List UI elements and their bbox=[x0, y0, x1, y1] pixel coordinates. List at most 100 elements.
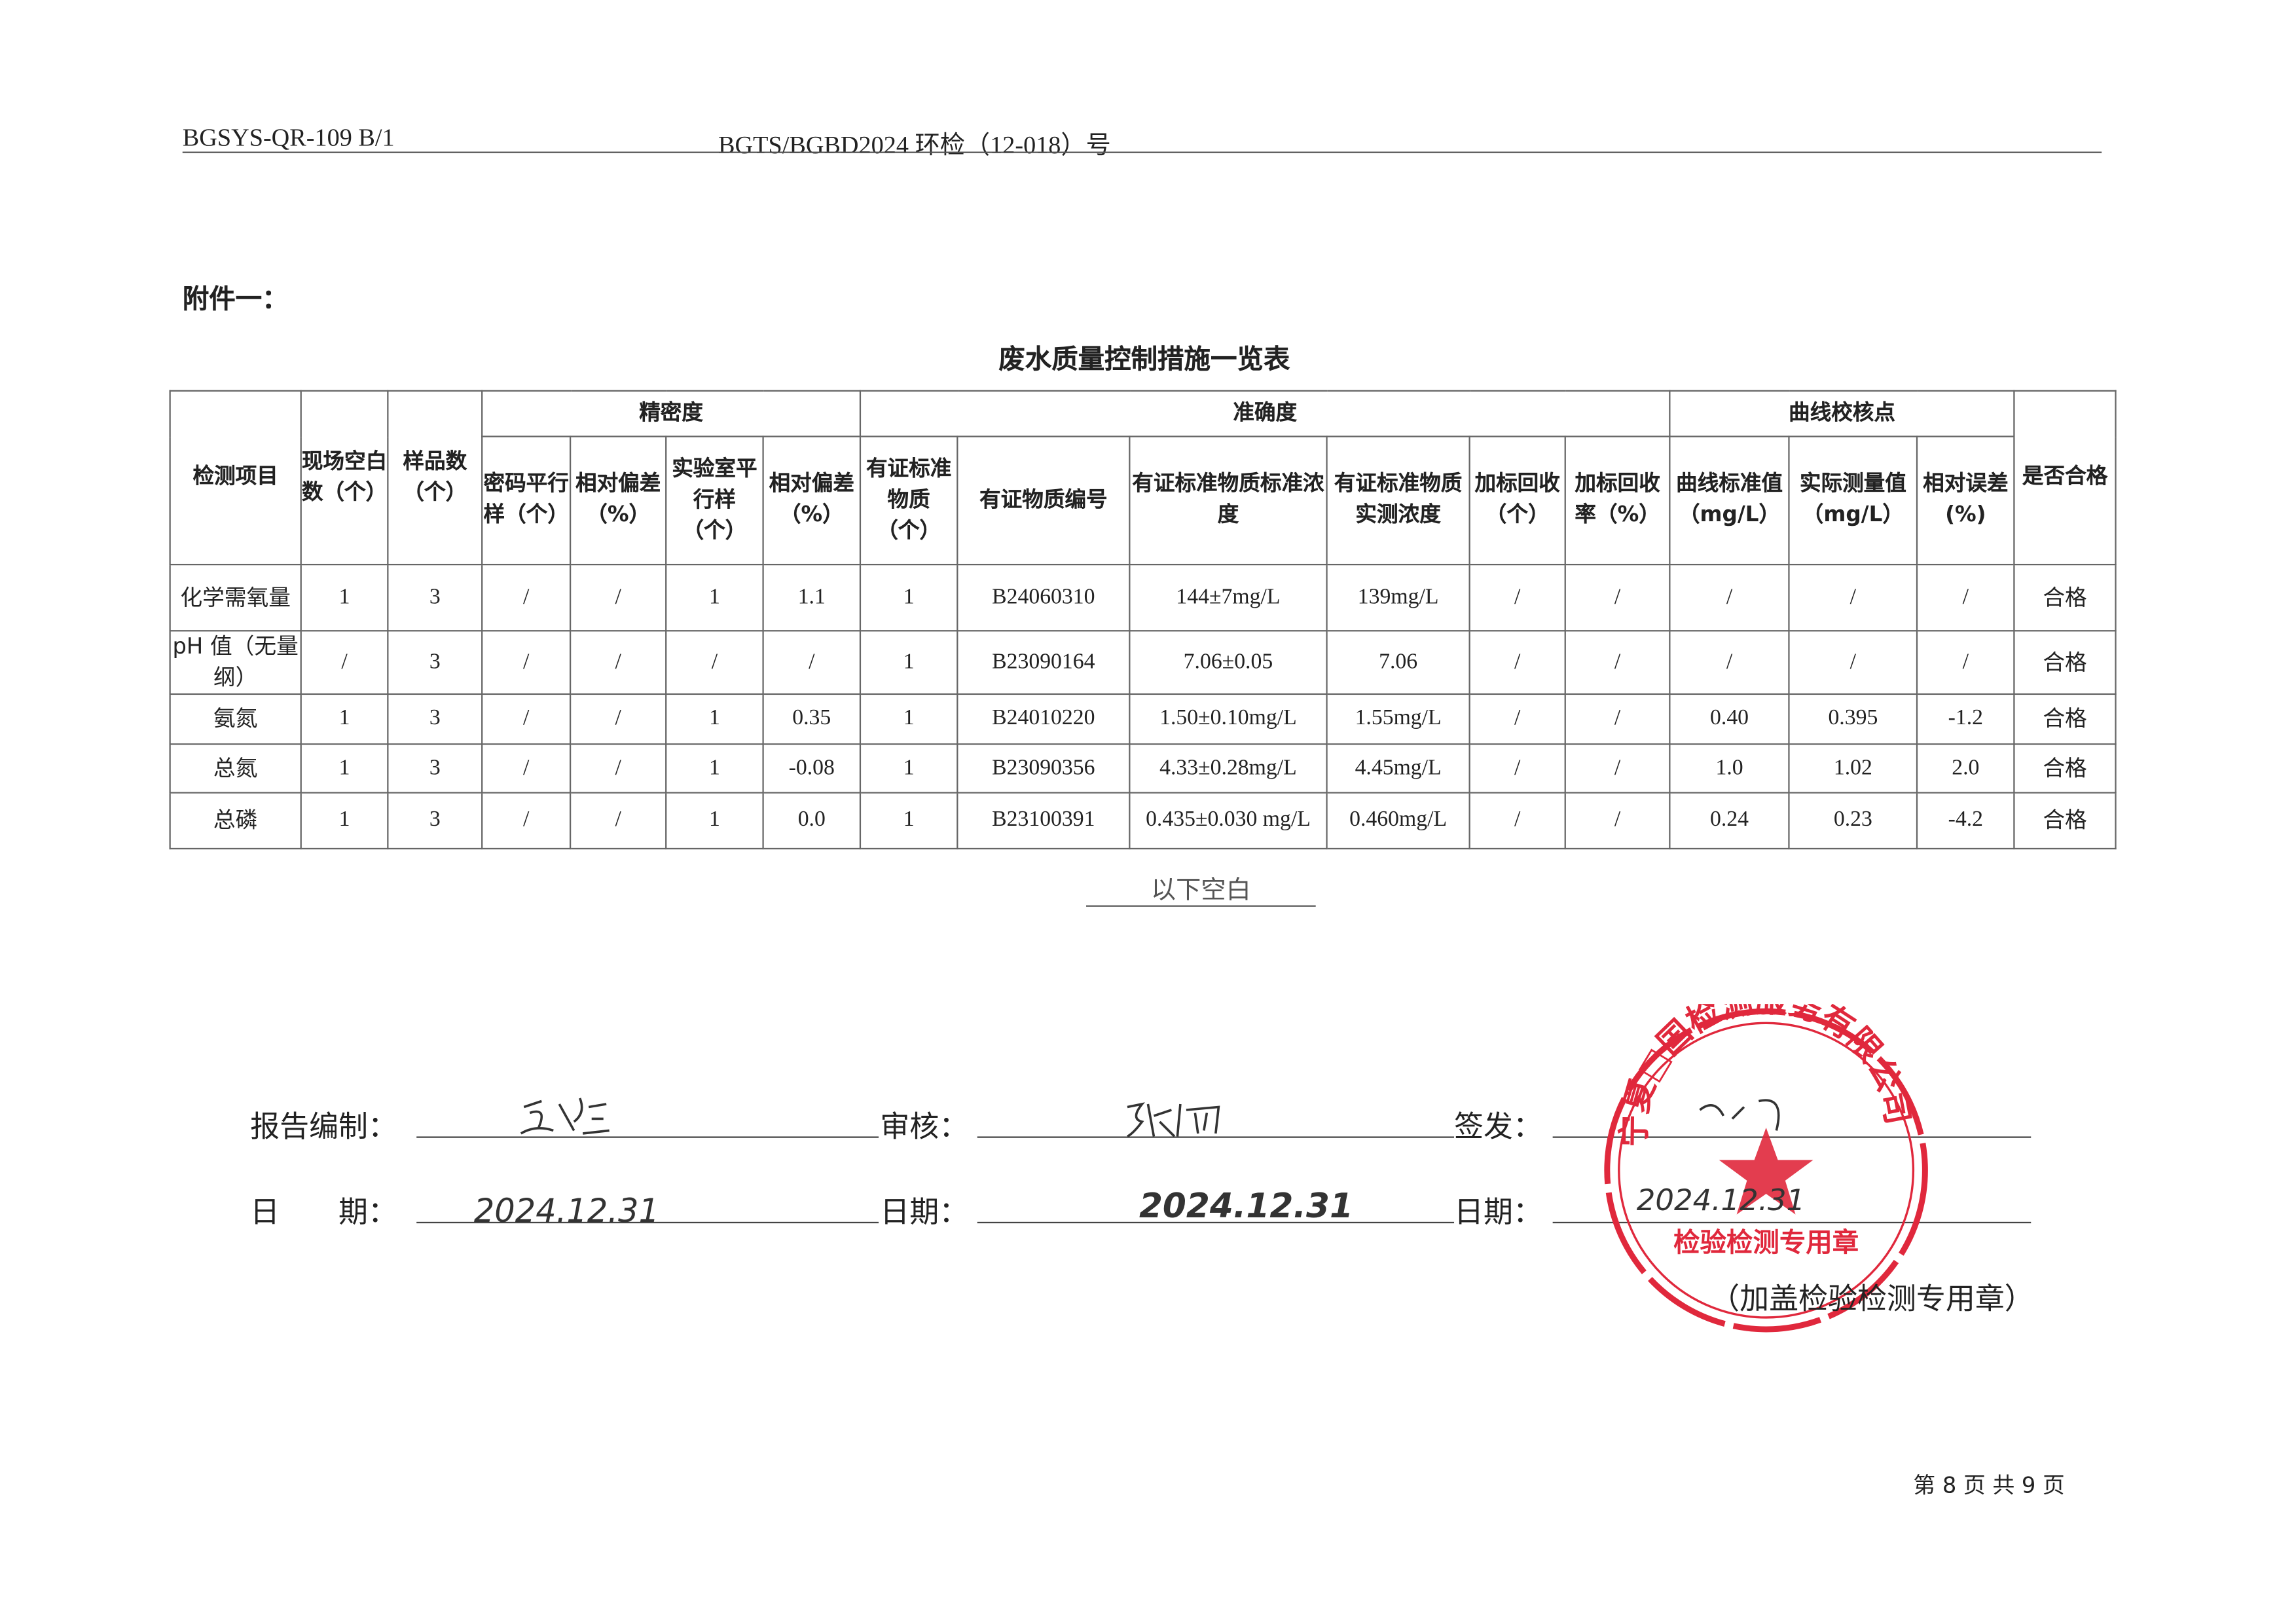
table-cell: 3 bbox=[387, 563, 483, 632]
company-seal: 宁夏□国检测服务有限公司 检验检测专用章 bbox=[1604, 1004, 1928, 1333]
table-cell: / bbox=[1788, 630, 1918, 695]
review-signature bbox=[1127, 1102, 1220, 1138]
table-cell: 1 bbox=[665, 563, 764, 632]
col-header: 有证标准物质（个） bbox=[859, 435, 958, 566]
table-cell: 1.0 bbox=[1669, 743, 1790, 794]
table-cell: / bbox=[1564, 693, 1671, 745]
issue-date-line bbox=[1552, 1221, 2032, 1224]
col-header: 有证标准物质标准浓度 bbox=[1129, 435, 1328, 566]
table-cell: / bbox=[569, 563, 667, 632]
table-cell: / bbox=[569, 743, 667, 794]
table-cell: 0.395 bbox=[1788, 693, 1918, 745]
compiled-date-line bbox=[416, 1221, 879, 1224]
table-cell: / bbox=[1564, 792, 1671, 850]
issue-label: 签发： bbox=[1454, 1108, 1542, 1144]
table-cell: 1 bbox=[859, 563, 958, 632]
col-header: 曲线标准值（mg/L） bbox=[1669, 435, 1790, 566]
table-cell: / bbox=[300, 630, 389, 695]
table-cell: / bbox=[762, 630, 862, 695]
table-cell: 1.1 bbox=[762, 563, 862, 632]
group-header-precision: 精密度 bbox=[481, 390, 862, 437]
issue-date-handwriting: 2024.12.31 bbox=[1636, 1182, 1806, 1218]
table-cell: 合格 bbox=[2013, 630, 2117, 695]
col-header: 相对偏差（%） bbox=[569, 435, 667, 566]
table-cell: / bbox=[1468, 693, 1566, 745]
table-cell: / bbox=[1564, 630, 1671, 695]
table-cell: 1 bbox=[300, 792, 389, 850]
compiled-signature-line bbox=[416, 1136, 879, 1138]
table-cell: 0.24 bbox=[1669, 792, 1790, 850]
item-name-cell: 总磷 bbox=[169, 792, 302, 850]
table-cell: 3 bbox=[387, 693, 483, 745]
table-cell: / bbox=[1468, 563, 1566, 632]
col-header: 是否合格 bbox=[2013, 390, 2117, 566]
col-header: 样品数（个） bbox=[387, 390, 483, 566]
table-cell: 0.35 bbox=[762, 693, 862, 745]
table-cell: 1.55mg/L bbox=[1326, 693, 1470, 745]
item-name-cell: 化学需氧量 bbox=[169, 563, 302, 632]
table-cell: / bbox=[1468, 792, 1566, 850]
table-cell: 1 bbox=[665, 743, 764, 794]
table-cell: / bbox=[1916, 563, 2015, 632]
table-cell: 4.33±0.28mg/L bbox=[1129, 743, 1328, 794]
table-row: 总磷 1 3//1 0.0 1 B23100391 0.435±0.030 mg/L 0.46… bbox=[169, 792, 2117, 850]
table-cell: / bbox=[665, 630, 764, 695]
col-header: 有证标准物质实测浓度 bbox=[1326, 435, 1470, 566]
table-cell: B23100391 bbox=[957, 792, 1131, 850]
group-header-curve: 曲线校核点 bbox=[1669, 390, 2015, 437]
table-cell: B23090164 bbox=[957, 630, 1131, 695]
col-header: 相对误差(%) bbox=[1916, 435, 2015, 566]
col-header: 检测项目 bbox=[169, 390, 302, 566]
table-cell: 1.02 bbox=[1788, 743, 1918, 794]
table-cell: 1 bbox=[859, 792, 958, 850]
item-name-cell: 总氮 bbox=[169, 743, 302, 794]
col-header: 相对偏差（%） bbox=[762, 435, 862, 566]
col-header: 加标回收率（%） bbox=[1564, 435, 1671, 566]
table-cell: / bbox=[1788, 563, 1918, 632]
table-cell: 合格 bbox=[2013, 563, 2117, 632]
table-cell: / bbox=[569, 693, 667, 745]
table-cell: / bbox=[481, 743, 572, 794]
table-cell: / bbox=[1564, 743, 1671, 794]
review-date-line bbox=[977, 1221, 1455, 1224]
table-cell: 0.460mg/L bbox=[1326, 792, 1470, 850]
table-cell: 1 bbox=[859, 743, 958, 794]
table-cell: 1 bbox=[665, 792, 764, 850]
table-cell: 1 bbox=[300, 743, 389, 794]
table-cell: / bbox=[1468, 630, 1566, 695]
table-cell: 3 bbox=[387, 630, 483, 695]
col-header: 现场空白数（个） bbox=[300, 390, 389, 566]
table-row: 氨氮 1 3//1 0.35 1 B24010220 1.50±0.10mg/L 1.55mg… bbox=[169, 693, 2117, 745]
table-cell: / bbox=[481, 630, 572, 695]
table-cell: 139mg/L bbox=[1326, 563, 1470, 632]
table-cell: / bbox=[569, 792, 667, 850]
table-cell: 合格 bbox=[2013, 743, 2117, 794]
date-label-issue: 日期： bbox=[1454, 1194, 1542, 1230]
table-cell: 合格 bbox=[2013, 792, 2117, 850]
table-cell: -4.2 bbox=[1916, 792, 2015, 850]
table-cell: 2.0 bbox=[1916, 743, 2015, 794]
svg-text:2024.12.31: 2024.12.31 bbox=[1139, 1187, 1353, 1226]
table-cell: B23090356 bbox=[957, 743, 1131, 794]
page-footer: 第 8 页 共 9 页 bbox=[1913, 1472, 2065, 1499]
col-header: 加标回收（个） bbox=[1468, 435, 1566, 566]
stamp-note: （加盖检验检测专用章） bbox=[1710, 1280, 2034, 1316]
table-cell: -0.08 bbox=[762, 743, 862, 794]
table-cell: 0.435±0.030 mg/L bbox=[1129, 792, 1328, 850]
table-cell: 7.06±0.05 bbox=[1129, 630, 1328, 695]
svg-text:2024.12.31: 2024.12.31 bbox=[474, 1192, 659, 1230]
table-cell: 1 bbox=[300, 563, 389, 632]
table-cell: 0.23 bbox=[1788, 792, 1918, 850]
form-code: BGSYS-QR-109 B/1 bbox=[182, 123, 395, 152]
table-cell: B24060310 bbox=[957, 563, 1131, 632]
table-cell: / bbox=[569, 630, 667, 695]
item-name-cell: 氨氮 bbox=[169, 693, 302, 745]
table-cell: 合格 bbox=[2013, 693, 2117, 745]
col-header: 实际测量值（mg/L） bbox=[1788, 435, 1918, 566]
table-cell: / bbox=[1669, 630, 1790, 695]
col-header: 有证物质编号 bbox=[957, 435, 1131, 566]
table-cell: -1.2 bbox=[1916, 693, 2015, 745]
table-cell: 4.45mg/L bbox=[1326, 743, 1470, 794]
review-date-handwriting: 2024.12.31 bbox=[1139, 1187, 1353, 1226]
